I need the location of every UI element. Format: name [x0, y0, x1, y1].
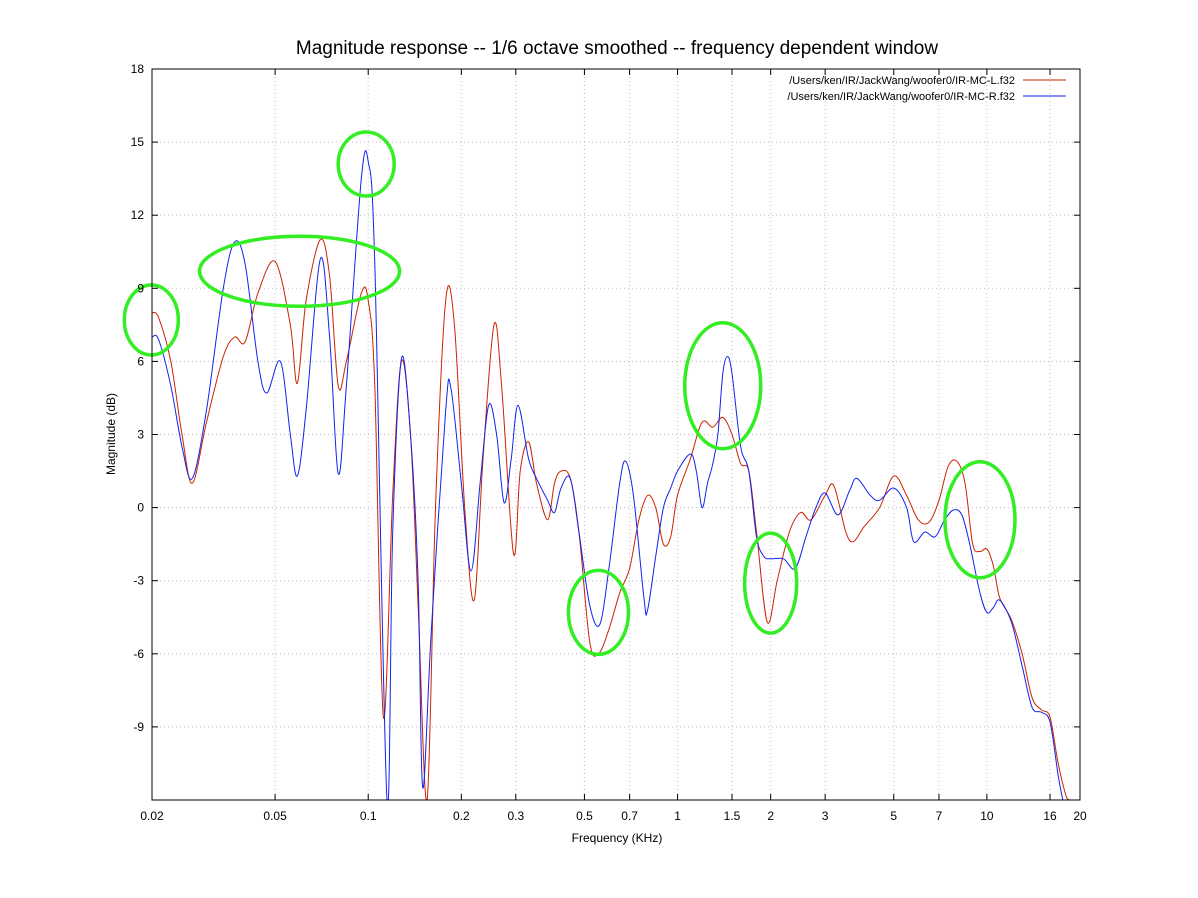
ticks: 0.02 0.05 0.1 0.2 0.3 0.5 0.7 1 1.5 2 3 5 7 10 16 20 -9 -… — [131, 62, 1087, 823]
x-tick-label: 1 — [674, 809, 681, 823]
highlight-ellipse — [943, 460, 1017, 580]
y-tick-label: 15 — [131, 135, 145, 149]
x-tick-label: 0.3 — [507, 809, 524, 823]
x-tick-label: 0.02 — [140, 809, 164, 823]
series-layer — [152, 150, 1070, 800]
y-tick-label: 12 — [131, 208, 145, 222]
annotation-layer — [122, 130, 1017, 657]
legend-entry-label: /Users/ken/IR/JackWang/woofer0/IR-MC-R.f… — [787, 91, 1015, 103]
highlight-ellipse — [336, 130, 396, 198]
highlight-ellipse — [742, 531, 799, 635]
x-tick-label: 7 — [936, 809, 943, 823]
x-tick-label: 0.1 — [360, 809, 377, 823]
x-tick-label: 0.2 — [453, 809, 470, 823]
highlight-ellipse — [197, 234, 402, 308]
chart-title: Magnitude response -- 1/6 octave smoothe… — [296, 38, 938, 59]
x-tick-label: 20 — [1073, 809, 1087, 823]
y-axis-label: Magnitude (dB) — [104, 393, 118, 475]
x-tick-label: 16 — [1043, 809, 1057, 823]
x-axis-label: Frequency (KHz) — [572, 831, 663, 845]
legend-entry-label: /Users/ken/IR/JackWang/woofer0/IR-MC-L.f… — [789, 75, 1015, 87]
y-tick-label: 3 — [137, 428, 144, 442]
highlight-ellipse — [683, 321, 763, 451]
x-tick-label: 1.5 — [724, 809, 741, 823]
y-tick-label: 18 — [131, 62, 145, 76]
y-tick-label: 0 — [137, 501, 144, 515]
highlight-ellipse — [122, 283, 181, 357]
x-tick-label: 0.7 — [621, 809, 638, 823]
highlight-ellipse — [566, 568, 631, 657]
x-tick-label: 10 — [980, 809, 994, 823]
x-tick-label: 0.5 — [576, 809, 593, 823]
y-tick-label: -6 — [133, 647, 144, 661]
y-tick-label: 6 — [137, 354, 144, 368]
x-tick-label: 5 — [890, 809, 897, 823]
y-tick-label: -3 — [133, 574, 144, 588]
x-tick-label: 2 — [767, 809, 774, 823]
y-tick-label: -9 — [133, 720, 144, 734]
x-tick-label: 0.05 — [263, 809, 287, 823]
x-tick-label: 3 — [822, 809, 829, 823]
legend: /Users/ken/IR/JackWang/woofer0/IR-MC-L.f… — [787, 75, 1066, 103]
series-line-right — [152, 150, 1064, 800]
y-tick-label: 9 — [137, 281, 144, 295]
